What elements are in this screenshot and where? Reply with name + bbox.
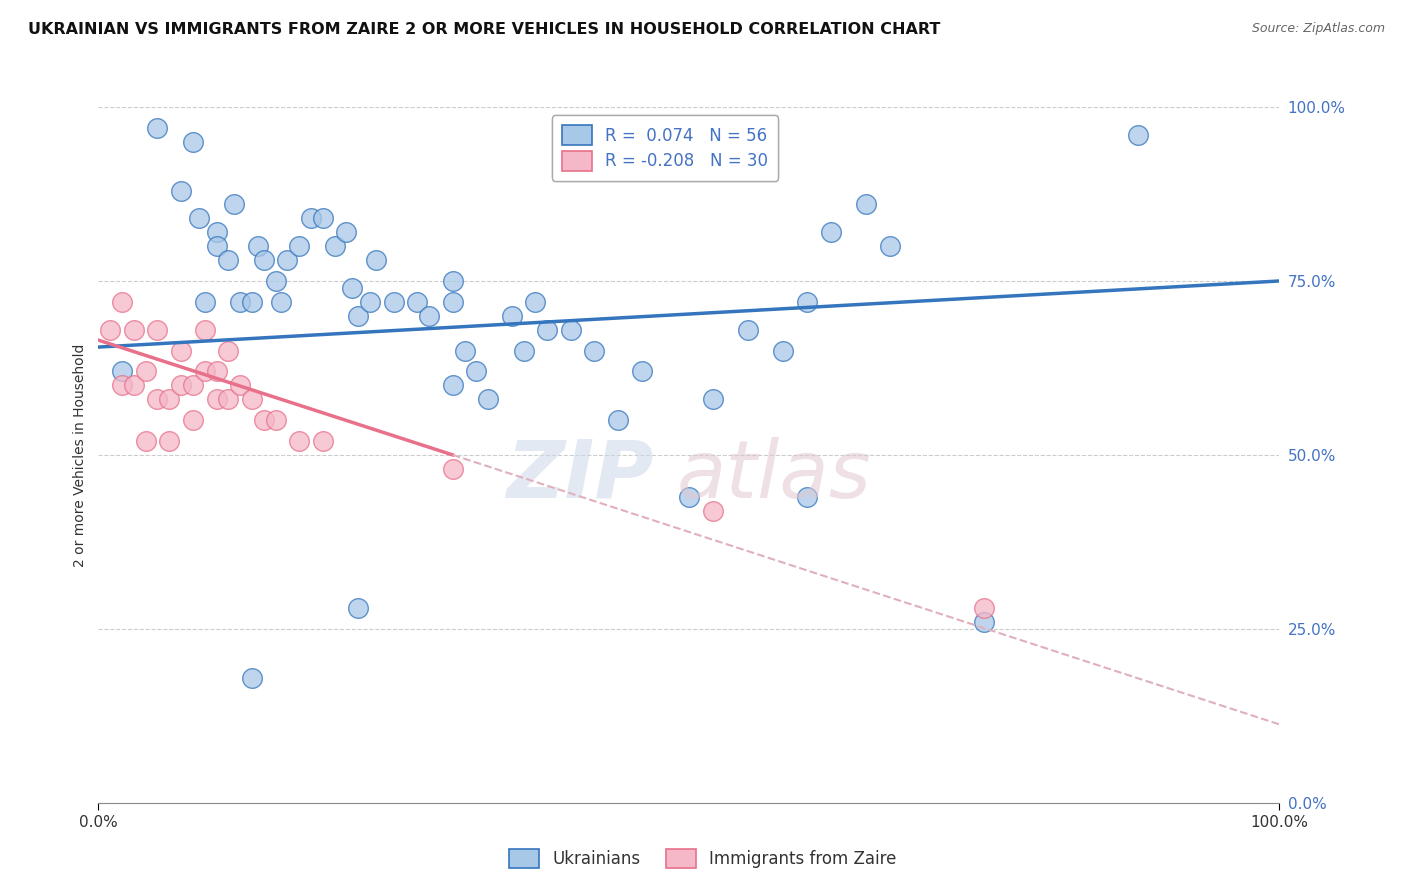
Point bbox=[524, 294, 547, 309]
Point bbox=[264, 413, 287, 427]
Point bbox=[181, 378, 204, 392]
Point bbox=[253, 413, 276, 427]
Point bbox=[111, 294, 134, 309]
Point bbox=[855, 197, 877, 211]
Text: Source: ZipAtlas.com: Source: ZipAtlas.com bbox=[1251, 22, 1385, 36]
Point bbox=[453, 343, 475, 358]
Point bbox=[299, 211, 322, 226]
Point bbox=[418, 309, 440, 323]
Point bbox=[441, 274, 464, 288]
Point bbox=[240, 294, 263, 309]
Point bbox=[477, 392, 499, 407]
Point bbox=[342, 281, 364, 295]
Point bbox=[323, 239, 346, 253]
Point bbox=[441, 378, 464, 392]
Point bbox=[217, 343, 239, 358]
Text: atlas: atlas bbox=[678, 437, 872, 515]
Point bbox=[111, 364, 134, 378]
Point bbox=[194, 294, 217, 309]
Point bbox=[583, 343, 606, 358]
Point bbox=[607, 413, 630, 427]
Point bbox=[465, 364, 488, 378]
Point bbox=[382, 294, 405, 309]
Point bbox=[347, 601, 370, 615]
Point bbox=[1126, 128, 1149, 142]
Point bbox=[240, 671, 263, 685]
Point bbox=[146, 392, 169, 407]
Point bbox=[146, 323, 169, 337]
Point bbox=[441, 462, 464, 476]
Point bbox=[187, 211, 209, 226]
Point bbox=[678, 490, 700, 504]
Text: ZIP: ZIP bbox=[506, 437, 654, 515]
Point bbox=[560, 323, 582, 337]
Point bbox=[335, 225, 357, 239]
Point bbox=[194, 323, 217, 337]
Point bbox=[973, 601, 995, 615]
Point bbox=[98, 323, 121, 337]
Point bbox=[264, 274, 287, 288]
Point bbox=[276, 253, 298, 268]
Point bbox=[973, 615, 995, 629]
Y-axis label: 2 or more Vehicles in Household: 2 or more Vehicles in Household bbox=[73, 343, 87, 566]
Legend: Ukrainians, Immigrants from Zaire: Ukrainians, Immigrants from Zaire bbox=[503, 842, 903, 875]
Point bbox=[181, 135, 204, 149]
Point bbox=[630, 364, 652, 378]
Point bbox=[229, 378, 252, 392]
Point bbox=[181, 413, 204, 427]
Point bbox=[205, 225, 228, 239]
Point bbox=[737, 323, 759, 337]
Point bbox=[702, 392, 724, 407]
Point bbox=[170, 343, 193, 358]
Point bbox=[702, 503, 724, 517]
Point bbox=[364, 253, 387, 268]
Point bbox=[879, 239, 901, 253]
Point bbox=[796, 490, 818, 504]
Legend: R =  0.074   N = 56, R = -0.208   N = 30: R = 0.074 N = 56, R = -0.208 N = 30 bbox=[553, 115, 779, 180]
Point bbox=[224, 197, 246, 211]
Point bbox=[111, 378, 134, 392]
Point bbox=[122, 323, 145, 337]
Point bbox=[205, 239, 228, 253]
Point bbox=[347, 309, 370, 323]
Point bbox=[441, 294, 464, 309]
Point bbox=[359, 294, 381, 309]
Point bbox=[170, 378, 193, 392]
Point bbox=[288, 434, 311, 448]
Text: UKRAINIAN VS IMMIGRANTS FROM ZAIRE 2 OR MORE VEHICLES IN HOUSEHOLD CORRELATION C: UKRAINIAN VS IMMIGRANTS FROM ZAIRE 2 OR … bbox=[28, 22, 941, 37]
Point bbox=[170, 184, 193, 198]
Point bbox=[312, 211, 335, 226]
Point bbox=[406, 294, 429, 309]
Point bbox=[146, 120, 169, 135]
Point bbox=[312, 434, 335, 448]
Point bbox=[217, 253, 239, 268]
Point bbox=[229, 294, 252, 309]
Point bbox=[240, 392, 263, 407]
Point bbox=[122, 378, 145, 392]
Point bbox=[512, 343, 534, 358]
Point bbox=[820, 225, 842, 239]
Point bbox=[205, 392, 228, 407]
Point bbox=[253, 253, 276, 268]
Point bbox=[796, 294, 818, 309]
Point bbox=[217, 392, 239, 407]
Point bbox=[501, 309, 523, 323]
Point bbox=[536, 323, 558, 337]
Point bbox=[135, 434, 157, 448]
Point bbox=[157, 392, 180, 407]
Point bbox=[135, 364, 157, 378]
Point bbox=[205, 364, 228, 378]
Point bbox=[772, 343, 794, 358]
Point bbox=[157, 434, 180, 448]
Point bbox=[288, 239, 311, 253]
Point bbox=[246, 239, 269, 253]
Point bbox=[270, 294, 292, 309]
Point bbox=[194, 364, 217, 378]
